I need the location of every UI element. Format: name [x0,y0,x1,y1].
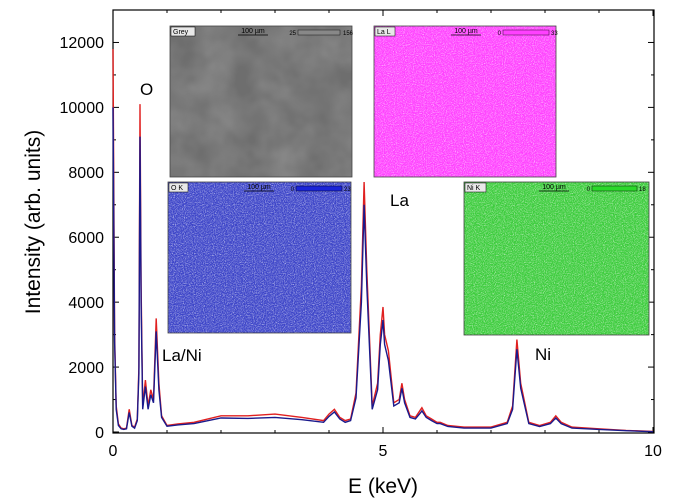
inset-map-grey-cbar-max: 156 [343,31,354,37]
inset-map-o-k-cbar [295,185,343,192]
inset-map-o-k: O K 100 µm 0 23 [167,181,352,334]
inset-map-o-k-cbar-max: 23 [344,187,351,193]
inset-map-la-l-scale: 100 µm [454,28,478,35]
y-tick-label-4000: 4000 [68,295,104,312]
inset-map-o-k-texture [168,182,351,333]
inset-map-grey: Grey 100 µm 25 156 [169,25,354,178]
inset-map-grey-cbar-min: 25 [289,31,296,37]
annotation-ni: Ni [535,345,551,364]
inset-map-ni-k-texture [464,182,649,335]
inset-map-la-l-label: La L [377,29,391,36]
inset-map-la-l-label-box [374,26,396,37]
y-tick-label-12000: 12000 [60,35,105,52]
inset-map-o-k-label-box [168,182,189,193]
inset-map-ni-k-cbar [591,185,638,192]
inset-map-ni-k: Ni K 100 µm 0 18 [463,181,650,336]
inset-map-grey-texture [170,26,352,177]
inset-map-ni-k-border [463,181,650,336]
y-tick-label-0: 0 [95,425,104,442]
inset-map-la-l-cbar [502,29,550,36]
annotation-la: La [390,191,409,210]
y-tick-label-6000: 6000 [68,230,104,247]
inset-map-o-k-cbar-min: 0 [291,187,295,193]
inset-map-la-l: La L 100 µm 0 33 [373,25,558,178]
inset-map-o-k-label: O K [171,185,183,192]
inset-map-la-l-cbar-min: 0 [498,31,502,37]
inset-map-grey-border [169,25,353,178]
annotation-o: O [140,80,153,99]
x-tick-label-5: 5 [379,443,388,460]
inset-map-grey-label-box [170,26,196,37]
y-tick-labels: 0 2000 4000 6000 8000 10000 12000 [60,35,105,442]
inset-map-grey-scale: 100 µm [241,28,265,35]
inset-map-la-l-texture [374,26,556,177]
inset-map-la-l-border [373,25,557,178]
inset-map-ni-k-label: Ni K [467,185,481,192]
y-tick-label-2000: 2000 [68,360,104,377]
inset-map-ni-k-cbar-max: 18 [639,187,646,193]
inset-map-ni-k-label-box [464,182,487,193]
x-tick-label-0: 0 [109,443,118,460]
y-tick-label-8000: 8000 [68,165,104,182]
inset-map-la-l-cbar-max: 33 [551,31,558,37]
inset-map-o-k-scale: 100 µm [247,184,271,191]
x-tick-label-10: 10 [644,443,662,460]
inset-map-grey-cbar [297,29,341,36]
inset-map-ni-k-cbar-min: 0 [587,187,591,193]
inset-map-ni-k-scale: 100 µm [542,184,566,191]
series-line-blue [112,107,654,433]
inset-map-o-k-border [167,181,352,334]
x-tick-labels: 0 5 10 [109,443,662,460]
annotation-la-ni: La/Ni [162,346,202,365]
y-tick-label-10000: 10000 [60,100,105,117]
inset-map-grey-label: Grey [173,29,189,36]
y-axis-title: Intensity (arb. units) [22,130,45,314]
x-axis-title: E (keV) [348,475,418,498]
